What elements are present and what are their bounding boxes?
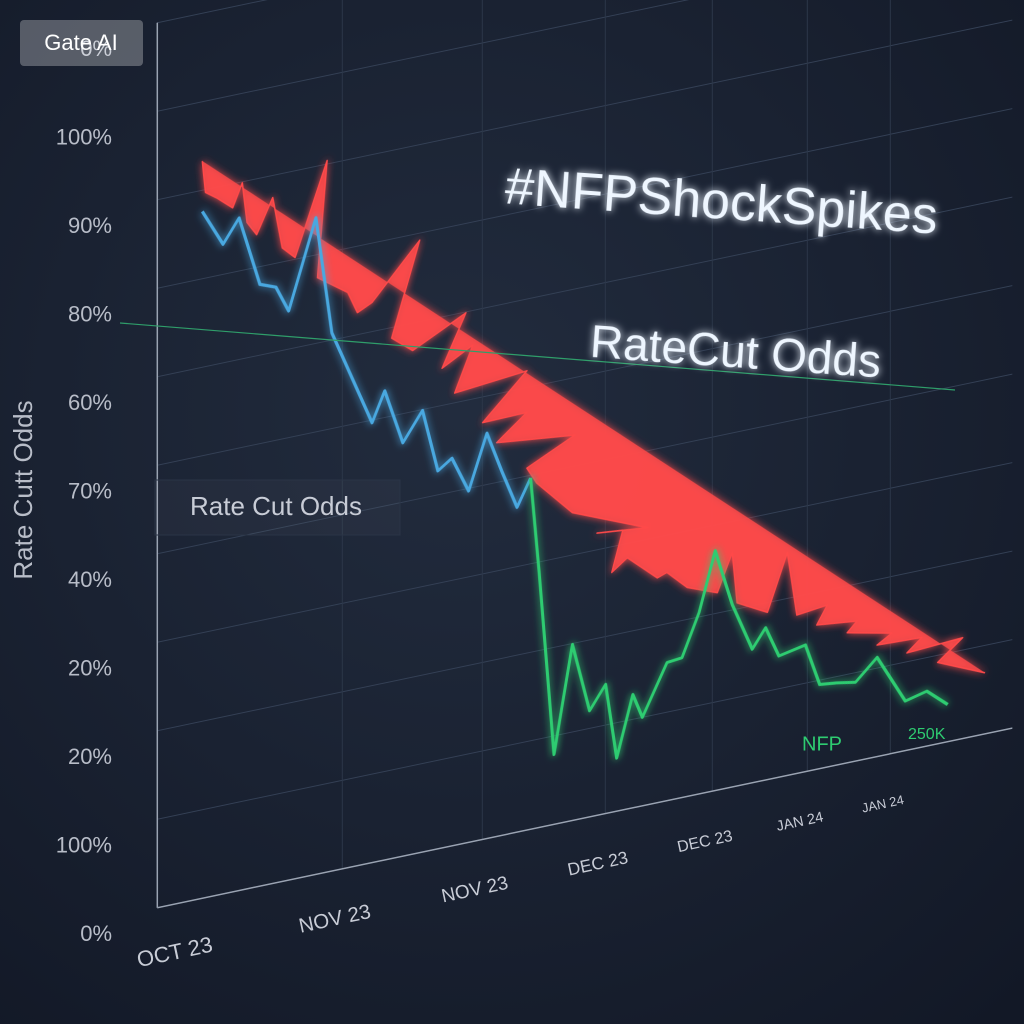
y-tick-label: 60% [68, 390, 112, 415]
series-line [201, 159, 986, 674]
series-line [200, 210, 532, 509]
grid-line [157, 285, 1013, 466]
y-tick-label: 20% [68, 655, 112, 680]
y-tick-label: 40% [68, 567, 112, 592]
y-tick-label: 80% [68, 301, 112, 326]
y-tick-label: 20% [68, 744, 112, 769]
y-tick-label: 90% [68, 213, 112, 238]
grid-line [157, 0, 1013, 112]
grid-line [157, 462, 1013, 643]
y-tick-label: 0% [80, 36, 112, 61]
reference-line [119, 322, 956, 391]
y-tick-label: 100% [56, 832, 112, 857]
labels: 0%100%90%80%60%70%40%20%20%100%0%OCT 23N… [56, 36, 905, 972]
x-axis [157, 727, 1013, 909]
y-axis-title: Rate Cutt Odds [8, 400, 38, 579]
grid-line [157, 196, 1013, 378]
series-label: NFP [802, 733, 842, 755]
legend-box [154, 479, 401, 536]
y-tick-label: 0% [80, 921, 112, 946]
grid-line [157, 19, 1013, 201]
badge [20, 20, 143, 66]
grid-line [157, 639, 1013, 820]
series-line [529, 477, 949, 760]
badge-text: Gate AI [44, 30, 117, 55]
grid-line [157, 108, 1013, 289]
y-tick-label: 70% [68, 478, 112, 503]
y-tick-label: 100% [56, 124, 112, 149]
plot-area [156, 0, 1013, 909]
legend-label: Rate Cut Odds [190, 491, 362, 521]
grid-line [157, 550, 1013, 732]
annotation: 250K [908, 726, 946, 743]
